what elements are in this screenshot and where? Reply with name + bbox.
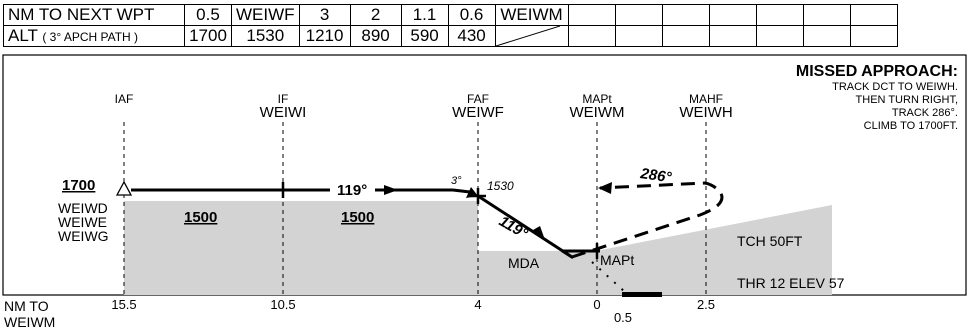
iaf-altitude: 1700 — [62, 177, 95, 194]
final-track-label: 119° — [496, 213, 531, 243]
sector-altitude: 1500 — [341, 209, 374, 226]
track-arrow-icon — [384, 185, 398, 195]
mapt-role-label: MAPt — [582, 92, 612, 106]
missed-approach-line: TRACK DCT TO WEIWH. — [832, 81, 958, 93]
missed-approach-line: TRACK 286°. — [892, 107, 958, 119]
axis-title-line1: NM TO — [4, 298, 49, 314]
axis-tick-label: 15.5 — [111, 297, 136, 312]
table-cell: 590 — [400, 25, 449, 47]
mahf-fix-name: WEIWH — [679, 104, 732, 121]
inbound-track-label: 119° — [337, 182, 367, 199]
iaf-triangle-icon — [115, 180, 133, 196]
alt-label-main: ALT — [8, 26, 38, 45]
mda-corner — [561, 249, 574, 260]
terrain-shading — [124, 201, 832, 295]
axis-tick-label: 2.5 — [697, 297, 715, 312]
axis-tick-label: 0.5 — [614, 310, 632, 325]
final-descent-line — [477, 194, 573, 259]
distance-altitude-table: NM TO NEXT WPT 0.5 WEIWF 3 2 1.1 0.6 WEI… — [3, 4, 898, 47]
missed-approach-path — [571, 181, 724, 259]
axis-title-line2: WEIWM — [4, 314, 55, 330]
axis-tick-label: 10.5 — [270, 297, 295, 312]
faf-altitude-label: 1530 — [487, 179, 514, 193]
table-cell: 890 — [349, 25, 402, 47]
faf-fix-name: WEIWF — [452, 104, 504, 121]
if-fix-name: WEIWI — [260, 104, 307, 121]
holding-name: WEIWD — [58, 200, 108, 216]
alt-row-label: ALT ( 3° APCH PATH ) — [3, 25, 185, 47]
table-cell: 430 — [447, 25, 496, 47]
table-cell: 1530 — [231, 25, 300, 47]
mda-label: MDA — [508, 255, 540, 271]
glide-angle-label: 3° — [451, 175, 462, 187]
threshold-label: THR 12 ELEV 57 — [737, 275, 845, 291]
table-cell: 1700 — [184, 25, 232, 47]
missed-approach-line: THEN TURN RIGHT, — [856, 94, 958, 106]
nm-to-next-wpt-row: NM TO NEXT WPT 0.5 WEIWF 3 2 1.1 0.6 WEI… — [3, 4, 898, 26]
axis-tick-label: 0 — [593, 297, 600, 312]
table-cell-diagonal — [494, 25, 569, 47]
mapt-fix-name: WEIWM — [570, 104, 625, 121]
holding-name: WEIWE — [58, 214, 107, 230]
mahf-role-label: MAHF — [689, 92, 723, 106]
descent-arrow-icon — [533, 226, 545, 240]
if-role-label: IF — [278, 92, 289, 106]
axis-tick-label: 4 — [474, 297, 481, 312]
missed-track-label: 286° — [638, 165, 673, 186]
descent-start-line — [452, 188, 471, 194]
faf-role-label: FAF — [467, 92, 489, 106]
missed-arrow-icon — [598, 182, 612, 194]
table-cell: 1210 — [298, 25, 351, 47]
tch-label: TCH 50FT — [737, 233, 803, 249]
alt-label-sub: ( 3° APCH PATH ) — [42, 30, 139, 44]
missed-approach-title: MISSED APPROACH: — [796, 63, 958, 80]
mapt-point-label: MAPt — [600, 252, 634, 268]
diagonal-slash — [495, 26, 560, 46]
sector-altitude: 1500 — [184, 209, 217, 226]
iaf-role-label: IAF — [115, 92, 134, 106]
table-cell-empty — [849, 25, 898, 47]
runway-bar — [622, 292, 662, 297]
nm-row-label: NM TO NEXT WPT — [3, 4, 185, 26]
missed-approach-line: CLIMB TO 1700FT. — [864, 120, 958, 132]
holding-name: WEIWG — [58, 228, 109, 244]
altitude-row: ALT ( 3° APCH PATH ) 1700 1530 1210 890 … — [3, 25, 898, 47]
